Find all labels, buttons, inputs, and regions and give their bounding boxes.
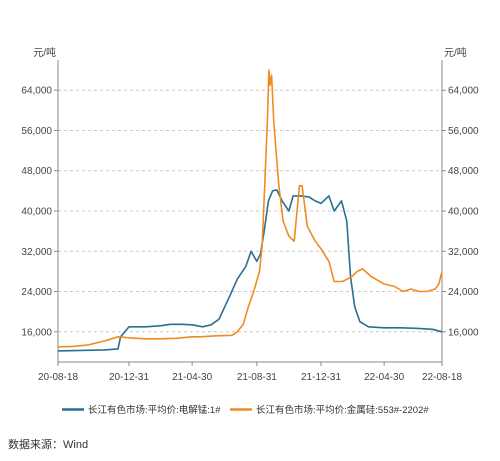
x-tick-label: 22-04-30 (364, 372, 404, 383)
y-tick-label-left: 24,000 (21, 287, 52, 298)
x-tick-label: 21-12-31 (301, 372, 341, 383)
y-tick-label-right: 16,000 (448, 327, 479, 338)
y-tick-label-left: 32,000 (21, 247, 52, 258)
y-tick-label-right: 24,000 (448, 287, 479, 298)
x-tick-label: 21-08-31 (237, 372, 277, 383)
y-tick-label-right: 64,000 (448, 86, 479, 97)
y-tick-label-left: 16,000 (21, 327, 52, 338)
y-tick-label-left: 64,000 (21, 86, 52, 97)
y-tick-label-left: 40,000 (21, 207, 52, 218)
x-ticks: 20-08-18 20-12-31 21-04-30 21-08-31 21-12-31… (38, 362, 462, 383)
x-tick-label: 20-08-18 (38, 372, 78, 383)
y-tick-label-left: 56,000 (21, 126, 52, 137)
legend-label-2: 长江有色市场:平均价:金属硅:553#-2202# (256, 404, 429, 416)
x-tick-label: 22-08-18 (422, 372, 462, 383)
source-note: 数据来源：Wind (8, 439, 89, 451)
y-tick-label-right: 56,000 (448, 126, 479, 137)
x-tick-label: 21-04-30 (172, 372, 212, 383)
series-lines (57, 69, 443, 352)
y-tick-label-left: 48,000 (21, 166, 52, 177)
x-tick-label: 20-12-31 (109, 372, 149, 383)
legend: 长江有色市场:平均价:电解锰:1# 长江有色市场:平均价:金属硅:553#-220… (62, 404, 429, 416)
y-unit-right: 元/吨 (444, 46, 467, 59)
y-tick-label-right: 32,000 (448, 247, 479, 258)
y-unit-left: 元/吨 (33, 46, 56, 59)
series-line-1 (57, 189, 443, 352)
series-line-2 (57, 69, 443, 348)
grid-lines (58, 89, 442, 333)
y-tick-label-right: 40,000 (448, 207, 479, 218)
y-ticks-right: 16,000 24,000 32,000 40,000 48,000 56,000 64,0… (442, 86, 479, 338)
y-tick-label-right: 48,000 (448, 166, 479, 177)
legend-label-1: 长江有色市场:平均价:电解锰:1# (88, 404, 221, 416)
y-ticks-left: 16,000 24,000 32,000 40,000 48,000 56,000 64,0… (21, 86, 58, 338)
